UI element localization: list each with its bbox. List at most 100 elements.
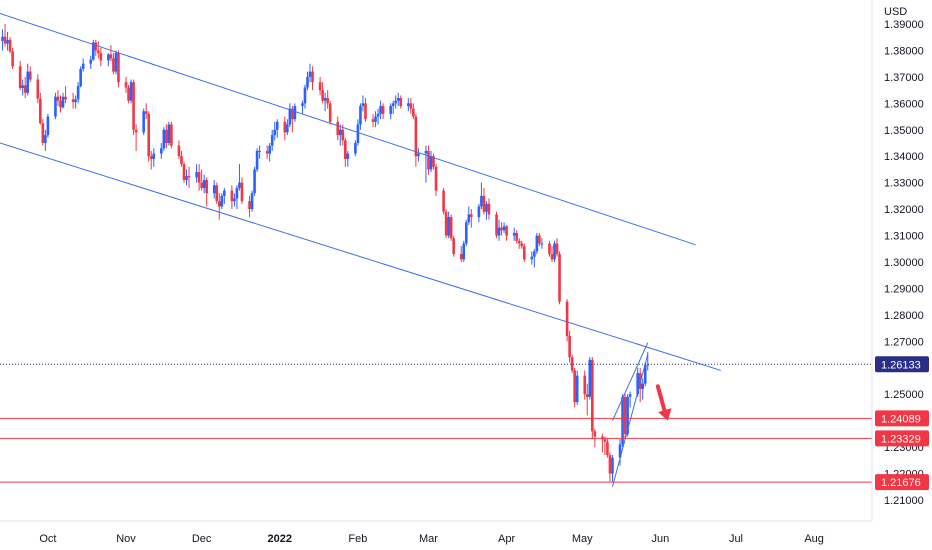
candle-body: [270, 135, 274, 146]
arrow-head: [658, 408, 672, 421]
candle: [512, 227, 516, 241]
candle-body: [308, 71, 312, 77]
candle: [238, 164, 241, 191]
candle: [470, 209, 473, 228]
candle: [107, 53, 110, 67]
candle-body: [485, 203, 488, 212]
candle-body: [286, 124, 289, 133]
candle-body: [142, 111, 145, 133]
candle: [149, 150, 153, 170]
candle-body: [127, 87, 130, 101]
candle-body: [338, 129, 342, 136]
candle: [533, 248, 536, 268]
x-tick-label: Feb: [348, 533, 367, 545]
candle: [91, 39, 95, 62]
candle-body: [432, 156, 435, 167]
candle-body: [641, 383, 645, 389]
candle: [230, 185, 234, 210]
candle: [550, 246, 554, 262]
candle-body: [467, 214, 471, 223]
candle-body: [268, 145, 271, 154]
candle-body: [575, 375, 579, 403]
candle-body: [3, 36, 7, 44]
candle-body: [74, 99, 77, 103]
candle: [248, 195, 251, 218]
candle-body: [379, 105, 382, 114]
candle: [144, 103, 148, 120]
candle-body: [424, 150, 428, 154]
candle: [258, 145, 261, 159]
candle: [530, 251, 534, 265]
x-tick-label: Jul: [729, 533, 743, 545]
candle-body: [26, 71, 30, 93]
candle: [160, 143, 163, 159]
candle: [124, 76, 128, 93]
candle: [6, 31, 9, 51]
candle: [11, 47, 14, 69]
candle: [79, 66, 82, 88]
candle-body: [275, 121, 279, 130]
candle: [424, 145, 428, 183]
candle: [429, 150, 433, 173]
candle-body: [427, 150, 430, 170]
candle-body: [548, 243, 551, 255]
candle: [487, 198, 491, 220]
candle: [61, 92, 65, 109]
candle-body: [550, 254, 554, 260]
candle: [623, 394, 627, 440]
y-tick-label: 1.21000: [884, 495, 924, 507]
candle-body: [399, 98, 403, 106]
candle: [36, 74, 40, 104]
y-tick-label: 1.39000: [884, 19, 924, 31]
candle-body: [258, 150, 261, 152]
candle: [233, 193, 236, 207]
candle-body: [117, 53, 120, 83]
currency-label: USD: [884, 6, 907, 18]
candle: [459, 246, 463, 262]
x-tick-label: Mar: [419, 533, 438, 545]
candle: [338, 124, 342, 146]
candle: [505, 224, 508, 241]
candle-body: [530, 256, 534, 260]
candle: [21, 79, 24, 96]
candle-body: [54, 96, 57, 117]
candle-body: [535, 235, 539, 252]
candle-body: [195, 172, 198, 178]
candle: [202, 174, 206, 194]
candle: [568, 330, 571, 363]
candle: [606, 439, 609, 458]
candle-body: [442, 190, 445, 212]
candle-body: [250, 193, 254, 210]
candle-body: [361, 103, 365, 106]
candle: [618, 439, 622, 466]
candle-body: [273, 129, 277, 136]
wedge-lower-line: [611, 354, 649, 487]
current-price-tag: [875, 356, 929, 373]
candle: [540, 238, 544, 249]
candle-body: [477, 206, 481, 218]
y-tick-label: 1.37000: [884, 72, 924, 84]
candle: [462, 240, 466, 262]
candle: [59, 95, 62, 113]
candle: [293, 103, 297, 122]
candle-body: [91, 42, 95, 60]
candle-body: [235, 187, 239, 199]
candle: [449, 214, 453, 241]
candle-body: [636, 373, 639, 395]
candle-body: [144, 111, 148, 114]
candle-body: [11, 51, 14, 67]
x-tick-label: Oct: [39, 533, 56, 545]
candle: [165, 124, 168, 149]
candle: [464, 219, 468, 247]
y-tick-label: 1.25000: [884, 389, 924, 401]
candle: [603, 436, 607, 456]
candle-body: [497, 227, 501, 236]
candle-body: [39, 98, 42, 124]
candle-body: [601, 436, 604, 440]
candle-body: [412, 108, 415, 117]
y-tick-label: 1.31000: [884, 231, 924, 243]
candle: [152, 148, 156, 167]
candle: [477, 203, 481, 223]
x-tick-label: Jun: [651, 533, 669, 545]
